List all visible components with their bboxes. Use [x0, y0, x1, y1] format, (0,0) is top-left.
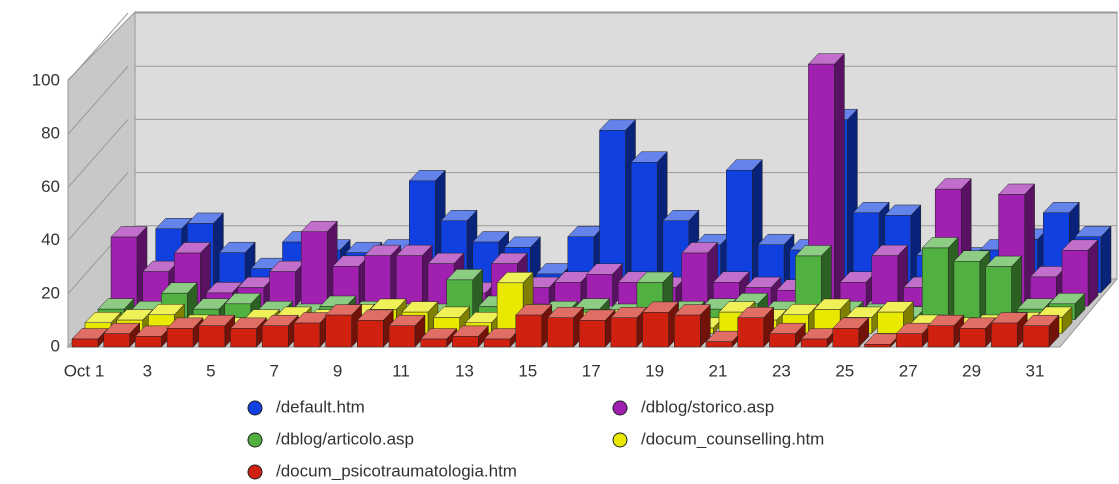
bar	[71, 338, 99, 348]
bar	[927, 325, 955, 348]
bar	[547, 317, 574, 348]
bar	[103, 333, 130, 348]
bar	[261, 325, 289, 348]
bar	[674, 314, 701, 348]
y-tick-label: 80	[41, 124, 60, 143]
legend-marker	[612, 432, 628, 448]
x-tick-label: 13	[455, 361, 474, 380]
bar	[110, 236, 138, 307]
legend-label: /dblog/articolo.asp	[276, 429, 414, 448]
grid-line	[67, 172, 129, 241]
bar	[293, 322, 321, 348]
y-tick-label: 40	[41, 230, 60, 249]
x-tick-label: 11	[392, 361, 410, 380]
bar	[364, 255, 391, 307]
y-tick-label: 60	[41, 177, 60, 196]
bar	[166, 328, 194, 348]
bar	[610, 317, 638, 348]
bar	[388, 325, 416, 348]
x-tick-label: 27	[899, 361, 918, 380]
bar	[452, 336, 479, 348]
grid-line	[67, 65, 129, 135]
bar	[953, 261, 981, 321]
bar	[991, 322, 1018, 348]
bar	[832, 328, 860, 348]
bar-side	[1100, 225, 1112, 294]
bar	[198, 325, 226, 348]
bar	[396, 255, 423, 307]
x-tick-label: 5	[206, 361, 215, 380]
x-tick-label: 19	[645, 361, 664, 380]
grid-line	[67, 12, 129, 82]
x-tick-label: 9	[333, 361, 342, 380]
legend-label: /dblog/storico.asp	[641, 397, 774, 416]
legend-marker	[247, 400, 263, 416]
legend-marker	[247, 464, 263, 480]
bar	[681, 252, 708, 307]
bar	[483, 338, 511, 348]
x-tick-label: Oct 1	[64, 361, 105, 380]
grid-line	[67, 119, 129, 188]
y-tick-label: 20	[41, 283, 60, 302]
legend-label: /docum_counselling.htm	[641, 429, 824, 448]
x-tick-label: 25	[835, 361, 854, 380]
bar	[325, 314, 352, 348]
bar	[230, 328, 257, 348]
x-tick-label: 3	[143, 361, 152, 380]
bar	[871, 255, 899, 307]
x-tick-label: 29	[962, 361, 981, 380]
x-tick-label: 21	[709, 361, 728, 380]
bar	[800, 338, 828, 348]
bar-side	[834, 53, 845, 307]
bar	[985, 266, 1012, 321]
y-tick-label: 0	[51, 336, 60, 355]
legend-marker	[612, 400, 628, 416]
legend-label: /docum_psicotraumatologia.htm	[276, 461, 517, 480]
bar	[921, 247, 949, 321]
bar	[864, 344, 891, 348]
bar	[877, 311, 904, 334]
x-tick-label: 23	[772, 361, 791, 380]
bar-side	[1087, 239, 1099, 307]
bar	[1022, 325, 1050, 348]
legend-marker	[247, 432, 263, 448]
bar	[705, 341, 733, 348]
bar	[269, 271, 296, 307]
x-tick-label: 17	[582, 361, 601, 380]
bar	[578, 320, 606, 348]
bar	[357, 320, 384, 348]
x-tick-label: 15	[518, 361, 537, 380]
bar	[135, 336, 162, 348]
bar	[642, 312, 669, 348]
x-tick-label: 31	[1026, 361, 1045, 380]
bar	[895, 333, 923, 348]
bar	[769, 333, 796, 348]
bar	[420, 338, 447, 348]
bar	[515, 314, 543, 348]
bar	[300, 231, 328, 307]
y-tick-label: 100	[32, 70, 60, 89]
legend-label: /default.htm	[276, 397, 365, 416]
bar	[737, 317, 764, 348]
x-tick-label: 7	[269, 361, 278, 380]
bar	[959, 328, 986, 348]
